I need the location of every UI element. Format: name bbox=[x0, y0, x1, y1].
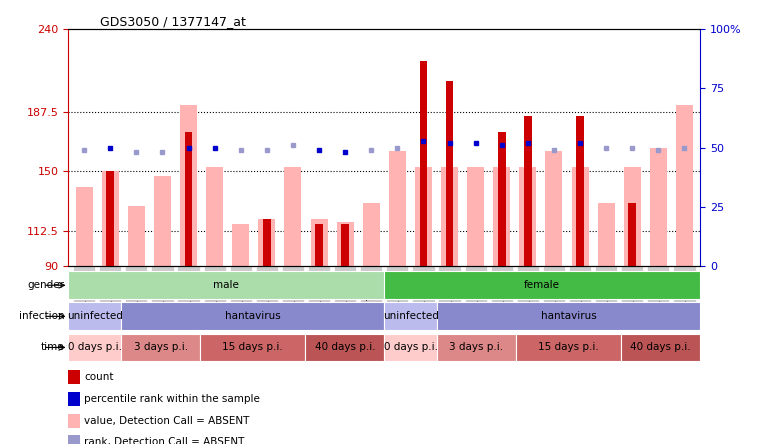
Text: 0 days p.i.: 0 days p.i. bbox=[384, 342, 438, 353]
Bar bbox=[263, 219, 271, 266]
Bar bbox=[363, 203, 380, 266]
Bar bbox=[524, 116, 532, 266]
Bar bbox=[621, 333, 700, 361]
Bar bbox=[384, 271, 700, 299]
Bar bbox=[315, 224, 323, 266]
Bar bbox=[624, 166, 641, 266]
Text: hantavirus: hantavirus bbox=[224, 311, 281, 321]
Bar bbox=[259, 219, 275, 266]
Bar bbox=[75, 187, 93, 266]
Bar bbox=[676, 105, 693, 266]
Text: count: count bbox=[84, 372, 114, 382]
Text: value, Detection Call = ABSENT: value, Detection Call = ABSENT bbox=[84, 416, 250, 426]
Text: gender: gender bbox=[27, 280, 65, 290]
Text: 3 days p.i.: 3 days p.i. bbox=[449, 342, 504, 353]
Bar bbox=[437, 302, 700, 330]
Bar bbox=[310, 219, 327, 266]
Bar bbox=[68, 271, 384, 299]
Bar bbox=[128, 206, 145, 266]
Bar bbox=[415, 166, 432, 266]
Bar bbox=[572, 166, 588, 266]
Bar bbox=[650, 148, 667, 266]
Bar bbox=[68, 414, 80, 428]
Bar bbox=[206, 166, 223, 266]
Bar bbox=[185, 132, 193, 266]
Bar bbox=[121, 302, 384, 330]
Bar bbox=[493, 166, 510, 266]
Text: 40 days p.i.: 40 days p.i. bbox=[314, 342, 375, 353]
Bar bbox=[102, 171, 119, 266]
Bar bbox=[121, 333, 200, 361]
Bar bbox=[180, 105, 197, 266]
Bar bbox=[546, 151, 562, 266]
Text: 15 days p.i.: 15 days p.i. bbox=[222, 342, 283, 353]
Bar bbox=[384, 333, 437, 361]
Text: uninfected: uninfected bbox=[67, 311, 123, 321]
Bar bbox=[437, 333, 516, 361]
Bar bbox=[68, 302, 121, 330]
Bar bbox=[467, 166, 484, 266]
Bar bbox=[68, 370, 80, 384]
Bar bbox=[200, 333, 305, 361]
Bar bbox=[285, 166, 301, 266]
Bar bbox=[384, 302, 437, 330]
Bar bbox=[441, 166, 458, 266]
Bar bbox=[68, 436, 80, 444]
Text: rank, Detection Call = ABSENT: rank, Detection Call = ABSENT bbox=[84, 437, 244, 444]
Bar bbox=[336, 222, 354, 266]
Bar bbox=[341, 224, 349, 266]
Bar bbox=[107, 171, 114, 266]
Bar bbox=[516, 333, 621, 361]
Text: male: male bbox=[213, 280, 240, 290]
Text: time: time bbox=[41, 342, 65, 353]
Text: GDS3050 / 1377147_at: GDS3050 / 1377147_at bbox=[100, 15, 246, 28]
Bar bbox=[68, 392, 80, 406]
Bar bbox=[519, 166, 537, 266]
Bar bbox=[576, 116, 584, 266]
Bar bbox=[389, 151, 406, 266]
Bar bbox=[629, 203, 636, 266]
Text: female: female bbox=[524, 280, 560, 290]
Text: 3 days p.i.: 3 days p.i. bbox=[133, 342, 188, 353]
Text: 0 days p.i.: 0 days p.i. bbox=[68, 342, 122, 353]
Text: 40 days p.i.: 40 days p.i. bbox=[630, 342, 691, 353]
Bar bbox=[68, 333, 121, 361]
Bar bbox=[232, 224, 250, 266]
Bar bbox=[446, 81, 454, 266]
Text: uninfected: uninfected bbox=[383, 311, 438, 321]
Text: percentile rank within the sample: percentile rank within the sample bbox=[84, 394, 260, 404]
Bar bbox=[154, 176, 171, 266]
Bar bbox=[305, 333, 384, 361]
Bar bbox=[419, 60, 428, 266]
Text: 15 days p.i.: 15 days p.i. bbox=[538, 342, 599, 353]
Text: infection: infection bbox=[19, 311, 65, 321]
Text: hantavirus: hantavirus bbox=[540, 311, 597, 321]
Bar bbox=[498, 132, 505, 266]
Bar bbox=[597, 203, 615, 266]
